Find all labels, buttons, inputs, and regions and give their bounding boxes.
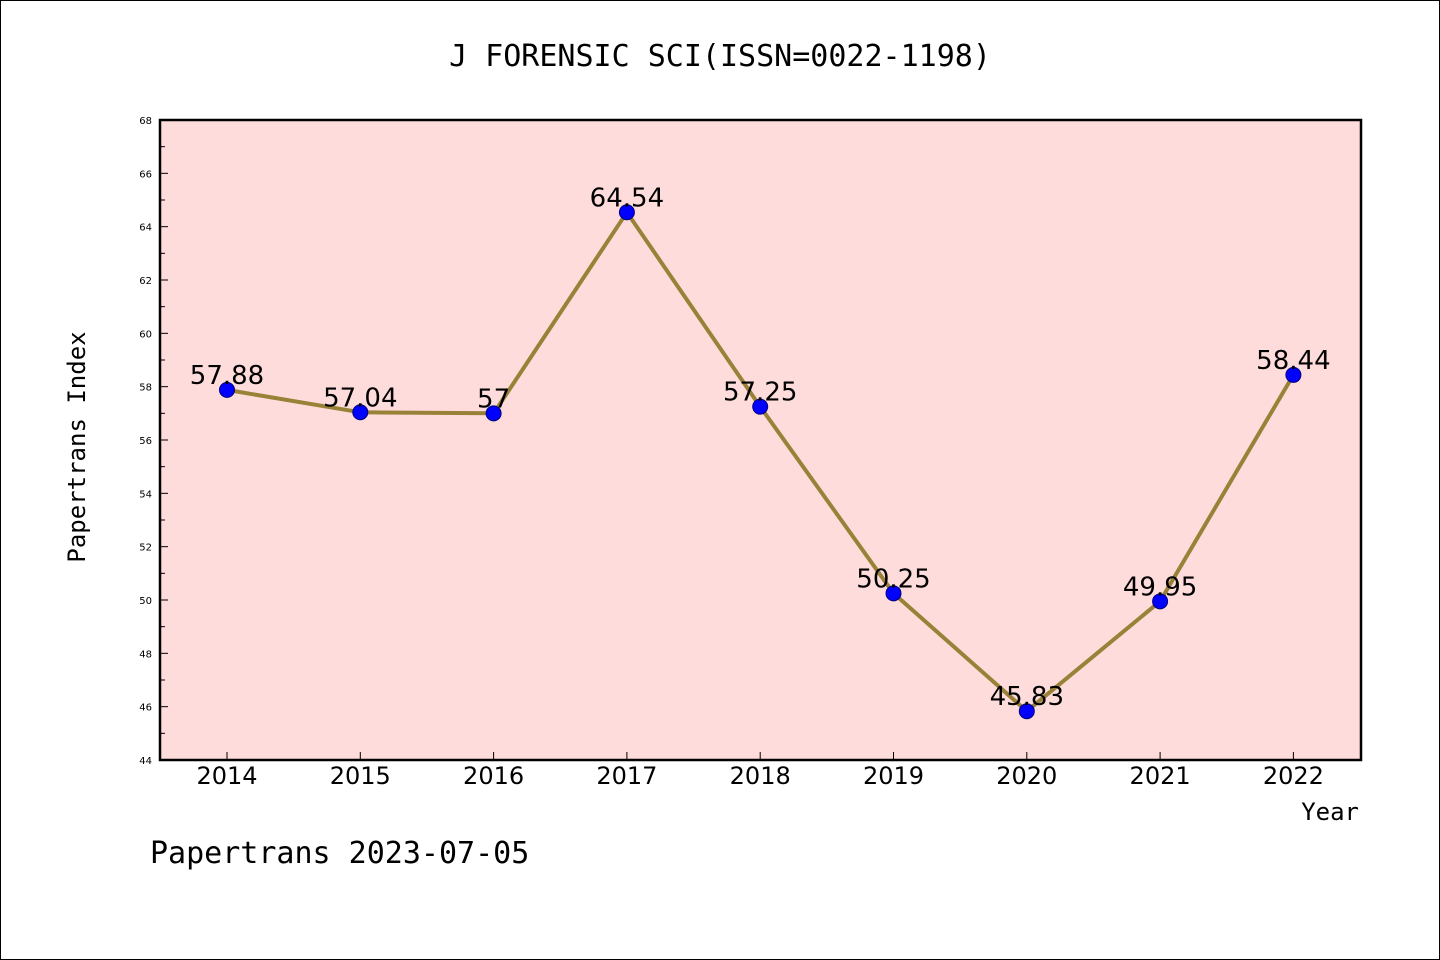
x-tick-label: 2016 xyxy=(463,762,524,790)
chart-title: J FORENSIC SCI(ISSN=0022-1198) xyxy=(449,39,991,74)
data-label: 45.83 xyxy=(990,682,1064,712)
data-point xyxy=(1285,366,1302,383)
y-tick-label: 58 xyxy=(139,383,152,394)
data-point xyxy=(485,405,502,422)
y-tick-label: 60 xyxy=(139,329,152,340)
data-label: 58.44 xyxy=(1256,346,1330,376)
x-tick-label: 2022 xyxy=(1263,762,1324,790)
data-point xyxy=(352,404,369,421)
data-label: 57.04 xyxy=(323,383,397,413)
x-tick-label: 2014 xyxy=(196,762,257,790)
data-point xyxy=(752,398,769,415)
data-label: 64.54 xyxy=(590,183,664,213)
y-tick-label: 44 xyxy=(139,756,152,767)
data-point xyxy=(618,204,635,221)
y-tick-label: 66 xyxy=(139,169,152,180)
y-tick-label: 50 xyxy=(139,596,152,607)
y-tick-label: 46 xyxy=(139,703,152,714)
data-point xyxy=(885,585,902,602)
x-tick-label: 2018 xyxy=(730,762,791,790)
y-tick-label: 48 xyxy=(139,649,152,660)
data-label: 57.88 xyxy=(190,361,264,391)
y-tick-label: 68 xyxy=(139,116,152,127)
data-label: 57 xyxy=(477,384,510,414)
x-tick-label: 2015 xyxy=(330,762,391,790)
y-tick-label: 64 xyxy=(139,223,152,234)
y-tick-label: 52 xyxy=(139,543,152,554)
footer-text: Papertrans 2023-07-05 xyxy=(150,836,529,871)
y-axis-label: Papertrans Index xyxy=(63,331,91,562)
x-tick-label: 2021 xyxy=(1130,762,1191,790)
x-tick-label: 2019 xyxy=(863,762,924,790)
data-labels: 57.88 57.04 57 64.54 57.25 50.25 45.83 49.95 58.… xyxy=(190,183,1331,712)
x-tick-label: 2020 xyxy=(996,762,1057,790)
data-point xyxy=(1018,703,1035,720)
data-point xyxy=(1152,593,1169,610)
x-axis: 2014 2015 2016 2017 2018 2019 2020 2021 2022 xyxy=(196,752,1324,790)
data-label: 57.25 xyxy=(723,378,797,408)
y-tick-label: 54 xyxy=(139,489,152,500)
plot-border xyxy=(158,118,1363,762)
plot-area xyxy=(160,120,1361,760)
y-tick-label: 62 xyxy=(139,276,152,287)
data-point xyxy=(219,381,235,398)
data-label: 49.95 xyxy=(1123,572,1197,602)
y-tick-label: 56 xyxy=(139,436,152,447)
data-label: 50.25 xyxy=(856,564,930,594)
y-axis: 44 46 48 50 52 54 56 58 60 62 64 66 68 xyxy=(139,116,168,767)
x-tick-label: 2017 xyxy=(596,762,657,790)
series-markers xyxy=(219,204,1302,720)
x-axis-label: Year xyxy=(1301,798,1359,826)
